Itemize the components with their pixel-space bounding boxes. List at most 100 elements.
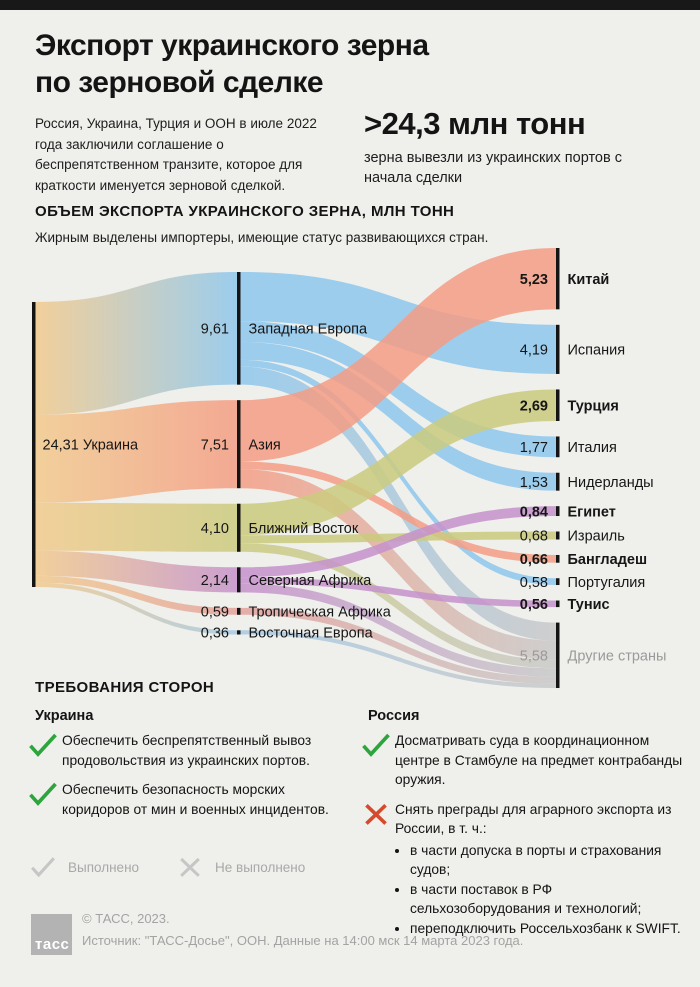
requirement-bullet: в части поставок в РФ сельхозоборудовани… — [410, 880, 686, 919]
sankey-node-trop_africa-bar — [237, 607, 241, 615]
sankey-node-north_africa-label: Северная Африка — [249, 573, 373, 589]
requirement-bullets: в части допуска в порты и страхования су… — [410, 841, 686, 939]
sankey-link-ukraine-trop_africa — [35, 575, 237, 615]
sankey-node-italy-label: Италия — [568, 440, 617, 456]
sankey-node-others-bar — [556, 622, 560, 689]
sankey-node-middle_east-label: Ближний Восток — [249, 521, 359, 537]
tass-logo: тасс — [31, 914, 72, 955]
sankey-node-italy-bar — [556, 436, 560, 458]
sankey-node-trop_africa-value: 0,59 — [201, 605, 229, 621]
sankey-link-east_europe-others — [240, 630, 556, 689]
requirement-item: Обеспечить безопасность морских коридоро… — [28, 780, 340, 819]
sankey-node-spain-value: 4,19 — [520, 343, 548, 359]
chart-section-title: ОБЪЕМ ЭКСПОРТА УКРАИНСКОГО ЗЕРНА, МЛН ТО… — [35, 203, 455, 220]
sankey-node-china-bar — [556, 248, 560, 310]
requirement-bullet: переподключить Россельхозбанк к SWIFT. — [410, 919, 686, 939]
sankey-node-west_europe-bar — [237, 272, 241, 385]
sankey-node-turkey-bar — [556, 389, 560, 421]
legend-done-label: Выполнено — [68, 859, 140, 875]
sankey-link-north_africa-others — [240, 583, 556, 677]
sankey-node-asia-value: 7,51 — [201, 437, 229, 453]
sankey-node-spain-label: Испания — [568, 343, 626, 359]
sankey-node-egypt-label: Египет — [568, 504, 616, 520]
sankey-link-middle_east-turkey — [240, 389, 556, 536]
cross-icon — [361, 801, 395, 829]
sankey-node-west_europe-value: 9,61 — [201, 322, 229, 338]
sankey-link-asia-others — [240, 469, 556, 660]
footer-source: Источник: "ТАСС-Досье", ООН. Данные на 1… — [82, 933, 524, 948]
requirement-bullet: в части допуска в порты и страхования су… — [410, 841, 686, 880]
sankey-node-portugal-bar — [556, 578, 560, 586]
sankey-link-ukraine-east_europe — [35, 582, 237, 635]
sankey-link-ukraine-middle_east — [35, 502, 237, 552]
sankey-node-north_africa-value: 2,14 — [201, 573, 229, 589]
requirement-item: Досматривать суда в координационном цент… — [361, 731, 686, 790]
sankey-node-tunisia-bar — [556, 600, 560, 608]
requirement-item: Обеспечить беспрепятственный вывоз продо… — [28, 731, 340, 770]
headline-number-caption: зерна вывезли из украинских портов с нач… — [364, 150, 622, 186]
sankey-link-west_europe-others — [240, 366, 556, 641]
requirement-text: Досматривать суда в координационном цент… — [395, 733, 683, 787]
sankey-node-asia-bar — [237, 400, 241, 489]
top-accent-strip — [0, 0, 700, 10]
sankey-node-east_europe-bar — [237, 630, 241, 635]
legend-cross-icon — [177, 855, 203, 879]
sankey-node-egypt-value: 0,84 — [520, 504, 548, 520]
sankey-node-turkey-label: Турция — [568, 398, 619, 414]
sankey-link-ukraine-west_europe — [35, 272, 237, 415]
sankey-node-others-value: 5,58 — [520, 649, 548, 665]
sankey-node-east_europe-label: Восточная Европа — [249, 626, 374, 642]
requirement-text: Обеспечить беспрепятственный вывоз продо… — [62, 733, 312, 768]
sankey-node-bangladesh-value: 0,66 — [520, 552, 548, 568]
sankey-link-asia-china — [240, 248, 556, 462]
sankey-node-china-label: Китай — [568, 272, 610, 288]
sankey-node-east_europe-value: 0,36 — [201, 626, 229, 642]
sankey-node-ukraine-bar — [32, 302, 36, 588]
sankey-link-asia-bangladesh — [240, 461, 556, 563]
check-icon — [28, 732, 62, 760]
sankey-link-west_europe-italy — [240, 321, 556, 458]
sankey-node-tunisia-label: Тунис — [568, 597, 610, 613]
requirement-text: Обеспечить безопасность морских коридоро… — [62, 782, 329, 817]
requirement-item: Снять преграды для аграрного экспорта из… — [361, 800, 686, 939]
page-title-line1: Экспорт украинского зерна — [35, 29, 429, 62]
sankey-link-middle_east-others — [240, 543, 556, 669]
sankey-node-netherlands-value: 1,53 — [520, 475, 548, 491]
sankey-node-asia-label: Азия — [249, 437, 281, 453]
sankey-node-netherlands-label: Нидерланды — [568, 475, 654, 491]
check-icon — [28, 781, 62, 809]
sankey-node-middle_east-value: 4,10 — [201, 521, 229, 537]
ukraine-requirements-list: Обеспечить беспрепятственный вывоз продо… — [28, 731, 340, 829]
legend-not-done-label: Не выполнено — [215, 859, 306, 875]
sankey-node-egypt-bar — [556, 506, 560, 517]
russia-column-title: Россия — [368, 708, 420, 724]
sankey-node-israel-label: Израиль — [568, 529, 625, 545]
sankey-node-portugal-value: 0,58 — [520, 575, 548, 591]
sankey-node-west_europe-label: Западная Европа — [249, 322, 369, 338]
sankey-node-china-value: 5,23 — [520, 272, 548, 288]
sankey-node-israel-value: 0,68 — [520, 529, 548, 545]
russia-requirements-list: Досматривать суда в координационном цент… — [361, 731, 686, 948]
sankey-link-trop_africa-others — [240, 607, 556, 684]
sankey-node-tunisia-value: 0,56 — [520, 597, 548, 613]
legend-check-icon — [30, 855, 56, 879]
sankey-link-ukraine-asia — [35, 400, 237, 503]
sankey-node-ukraine-label: 24,31 Украина — [43, 438, 139, 454]
sankey-node-netherlands-bar — [556, 472, 560, 491]
intro-text: Россия, Украина, Турция и ООН в июле 202… — [35, 116, 317, 193]
sankey-node-north_africa-bar — [237, 567, 241, 593]
sankey-node-middle_east-bar — [237, 503, 241, 552]
page-title-line2: по зерновой сделке — [35, 66, 324, 99]
footer-copyright: © ТАСС, 2023. — [82, 911, 170, 926]
sankey-node-israel-bar — [556, 531, 560, 540]
sankey-node-portugal-label: Португалия — [568, 575, 646, 591]
requirement-text: Снять преграды для аграрного экспорта из… — [395, 801, 672, 837]
status-legend: Выполнено Не выполнено — [30, 855, 331, 879]
sankey-node-trop_africa-label: Тропическая Африка — [249, 605, 392, 621]
sankey-link-ukraine-north_africa — [35, 550, 237, 593]
sankey-node-others-label: Другие страны — [568, 649, 667, 665]
sankey-link-north_africa-tunisia — [240, 577, 556, 608]
tass-logo-text: тасс — [35, 936, 70, 953]
sankey-node-italy-value: 1,77 — [520, 440, 548, 456]
